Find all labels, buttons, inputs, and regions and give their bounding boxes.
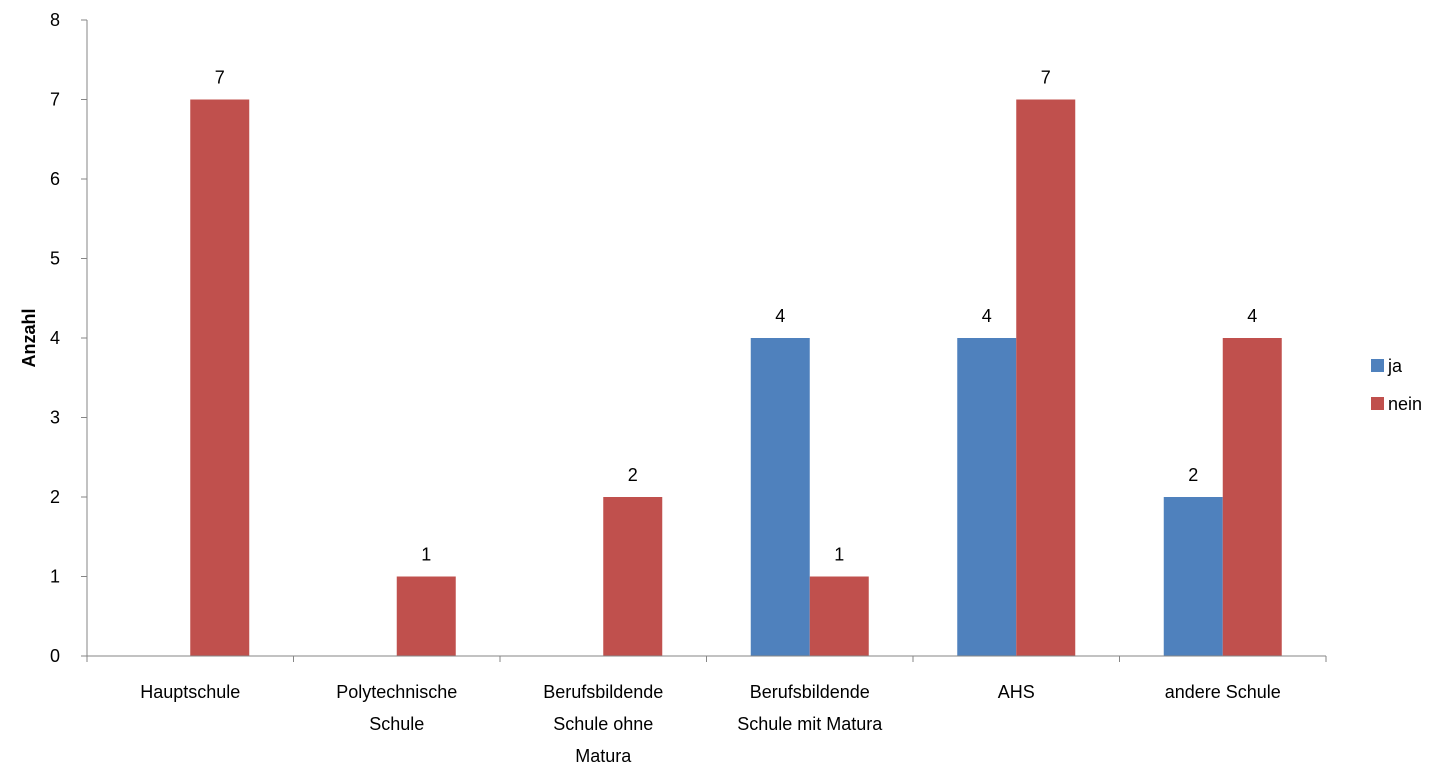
bar-ja-3	[750, 338, 810, 656]
legend-swatch-ja	[1371, 359, 1384, 372]
legend-swatch-nein	[1371, 397, 1384, 410]
y-tick-label: 8	[50, 10, 60, 30]
data-label-nein-0: 7	[215, 68, 225, 88]
data-label-ja-3: 4	[775, 306, 785, 326]
x-axis-category-labels: Hauptschule Polytechnische Schule Berufsbil…	[140, 682, 1281, 766]
bar-nein-5	[1222, 338, 1282, 656]
y-axis-ticks: 0 1 2 3 4 5 6 7 8	[50, 10, 1327, 666]
x-category-label: Polytechnische Schule	[336, 682, 457, 734]
bar-ja-4	[957, 338, 1017, 656]
x-category-label: AHS	[998, 682, 1035, 702]
bar-nein-4	[1016, 99, 1076, 656]
y-tick-label: 1	[50, 567, 60, 587]
data-label-nein-4: 7	[1041, 68, 1051, 88]
x-category-label: Hauptschule	[140, 682, 240, 702]
bar-nein-3	[809, 576, 869, 656]
y-tick-label: 5	[50, 249, 60, 269]
data-label-ja-4: 4	[982, 306, 992, 326]
y-tick-label: 0	[50, 646, 60, 666]
y-tick-label: 6	[50, 169, 60, 189]
bar-nein-1	[396, 576, 456, 656]
y-axis-title: Anzahl	[19, 308, 39, 367]
legend: ja nein	[1371, 356, 1422, 414]
y-tick-label: 2	[50, 487, 60, 507]
bar-nein-2	[603, 497, 663, 656]
data-label-nein-2: 2	[628, 465, 638, 485]
y-tick-label: 7	[50, 90, 60, 110]
data-label-nein-3: 1	[834, 545, 844, 565]
legend-label-nein: nein	[1388, 394, 1422, 414]
y-tick-label: 3	[50, 408, 60, 428]
x-category-label: Berufsbildende Schule ohne Matura	[543, 682, 663, 766]
y-tick-label: 4	[50, 328, 60, 348]
data-label-nein-5: 4	[1247, 306, 1257, 326]
data-label-nein-1: 1	[421, 545, 431, 565]
bar-ja-5	[1163, 497, 1223, 656]
x-category-label: Berufsbildende Schule mit Matura	[737, 682, 883, 734]
bar-nein-0	[190, 99, 250, 656]
data-label-ja-5: 2	[1188, 465, 1198, 485]
legend-label-ja: ja	[1387, 356, 1403, 376]
bars	[190, 99, 1282, 656]
x-category-label: andere Schule	[1165, 682, 1281, 702]
